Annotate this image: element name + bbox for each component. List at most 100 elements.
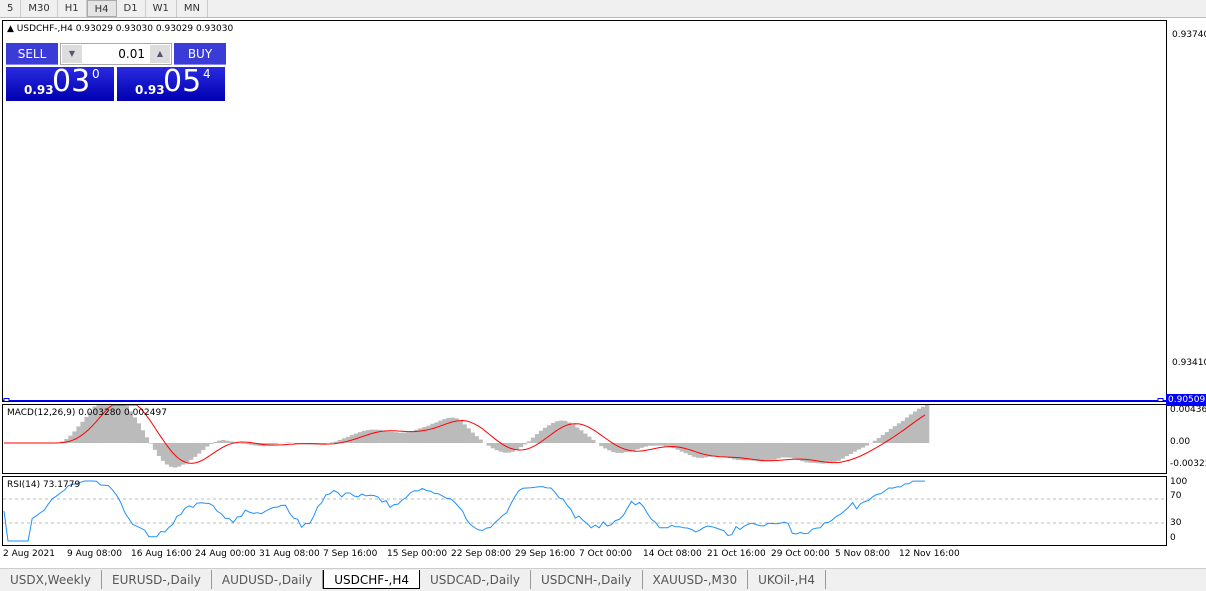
macd-histogram-bar [671, 443, 676, 449]
date-axis-label: 31 Aug 08:00 [259, 549, 320, 559]
macd-histogram-bar [458, 420, 463, 443]
macd-histogram-bar [744, 443, 749, 461]
macd-histogram-bar [735, 443, 741, 461]
macd-histogram-bar [152, 443, 158, 450]
macd-histogram-bar [450, 417, 455, 443]
price-axis-label: 0.93410 [1172, 357, 1206, 368]
macd-histogram-bar [168, 443, 174, 467]
macd-histogram-bar [132, 417, 138, 443]
lot-size-input[interactable]: ▼ 0.01 ▲ [60, 43, 172, 65]
macd-histogram-bar [756, 443, 761, 462]
chart-tab[interactable]: UKOil-,H4 [748, 570, 827, 589]
timeframe-toolbar: 5 M30 H1 H4 D1 W1 MN [0, 0, 1206, 18]
macd-histogram-bar [245, 443, 250, 445]
date-axis-label: 5 Nov 08:00 [835, 549, 890, 559]
rsi-line [3, 480, 925, 542]
macd-histogram-bar [764, 443, 769, 462]
chart-tab[interactable]: EURUSD-,Daily [102, 570, 212, 589]
macd-histogram-bar [156, 443, 162, 457]
sell-button[interactable]: SELL [6, 43, 58, 65]
macd-histogram-bar [148, 443, 154, 444]
rsi-pane[interactable]: RSI(14) 73.1779 [2, 476, 1167, 546]
one-click-trading-panel: SELL ▼ 0.01 ▲ BUY 0.93 03 0 0.93 05 4 [6, 43, 226, 101]
chart-tab[interactable]: XAUUSD-,M30 [643, 570, 749, 589]
lot-decrease-icon[interactable]: ▼ [62, 45, 82, 63]
chart-tab[interactable]: AUDUSD-,Daily [212, 570, 324, 589]
macd-label: MACD(12,26,9) 0.003280 0.002497 [7, 408, 167, 418]
macd-histogram-bar [607, 443, 612, 451]
chart-tab[interactable]: USDCHF-,H4 [323, 570, 420, 589]
rsi-label: RSI(14) 73.1779 [7, 480, 81, 490]
macd-histogram-bar [808, 443, 813, 463]
macd-histogram-bar [217, 440, 222, 443]
macd-histogram-bar [442, 419, 447, 443]
chart-tab[interactable]: USDX,Weekly [0, 570, 102, 589]
macd-histogram-bar [542, 427, 548, 443]
macd-histogram-bar [828, 443, 833, 463]
macd-histogram-bar [96, 405, 101, 443]
macd-histogram-bar [522, 443, 528, 445]
macd-histogram-bar [205, 443, 210, 447]
macd-histogram-bar [546, 425, 552, 443]
timeframe-H1[interactable]: H1 [58, 0, 87, 17]
macd-histogram-bar [140, 430, 146, 443]
macd-histogram-bar [398, 432, 403, 443]
macd-plot [4, 405, 930, 468]
macd-histogram-bar [727, 443, 733, 459]
macd-histogram-bar [615, 443, 620, 453]
macd-histogram-bar [321, 443, 327, 444]
date-axis-label: 2 Aug 2021 [3, 549, 55, 559]
macd-histogram-bar [631, 443, 636, 451]
date-axis-label: 7 Oct 00:00 [579, 549, 632, 559]
macd-histogram-bar [490, 443, 495, 449]
macd-histogram-bar [707, 443, 713, 457]
lot-value[interactable]: 0.01 [118, 47, 145, 61]
macd-histogram-bar [498, 443, 503, 452]
macd-histogram-bar [623, 443, 628, 453]
macd-histogram-bar [587, 436, 592, 443]
macd-histogram-bar [655, 443, 660, 446]
macd-histogram-bar [832, 443, 837, 462]
macd-histogram-bar [920, 406, 926, 443]
macd-histogram-bar [333, 441, 339, 443]
buy-button[interactable]: BUY [174, 43, 226, 65]
macd-histogram-bar [575, 427, 580, 443]
macd-histogram-bar [888, 428, 894, 443]
macd-histogram-bar [68, 435, 73, 443]
macd-histogram-bar [257, 443, 262, 447]
macd-histogram-bar [209, 443, 214, 445]
chart-tab[interactable]: USDCNH-,Daily [531, 570, 643, 589]
hline-price-tag: 0.90509 [1166, 394, 1206, 406]
macd-histogram-bar [892, 426, 898, 443]
timeframe-W1[interactable]: W1 [146, 0, 177, 17]
sell-price[interactable]: 0.93 03 0 [6, 65, 114, 101]
macd-histogram-bar [836, 443, 841, 461]
macd-histogram-bar [108, 405, 113, 443]
timeframe-M30[interactable]: M30 [21, 0, 58, 17]
macd-histogram-bar [691, 443, 697, 457]
timeframe-H4[interactable]: H4 [86, 0, 117, 17]
timeframe-MN[interactable]: MN [177, 0, 208, 17]
chart-tab[interactable]: USDCAD-,Daily [420, 570, 531, 589]
date-axis-label: 7 Sep 16:00 [323, 549, 378, 559]
lot-increase-icon[interactable]: ▲ [150, 45, 170, 63]
rsi-axis-label: 0 [1170, 533, 1176, 543]
buy-price[interactable]: 0.93 05 4 [117, 65, 225, 101]
macd-histogram-bar [816, 443, 821, 464]
timeframe-D1[interactable]: D1 [117, 0, 146, 17]
date-axis-label: 16 Aug 16:00 [131, 549, 192, 559]
macd-histogram-bar [189, 443, 194, 460]
macd-histogram-bar [386, 431, 391, 443]
macd-pane[interactable]: MACD(12,26,9) 0.003280 0.002497 [2, 404, 1167, 474]
macd-histogram-bar [904, 417, 910, 443]
date-axis-label: 24 Aug 00:00 [195, 549, 256, 559]
timeframe-5[interactable]: 5 [0, 0, 22, 17]
macd-histogram-bar [880, 434, 886, 443]
macd-histogram-bar [627, 443, 632, 452]
macd-histogram-bar [430, 423, 435, 443]
macd-histogram-bar [201, 443, 206, 451]
date-axis-label: 14 Oct 08:00 [643, 549, 702, 559]
macd-histogram-bar [752, 443, 757, 461]
macd-histogram-bar [72, 431, 77, 443]
macd-histogram-bar [635, 443, 640, 450]
